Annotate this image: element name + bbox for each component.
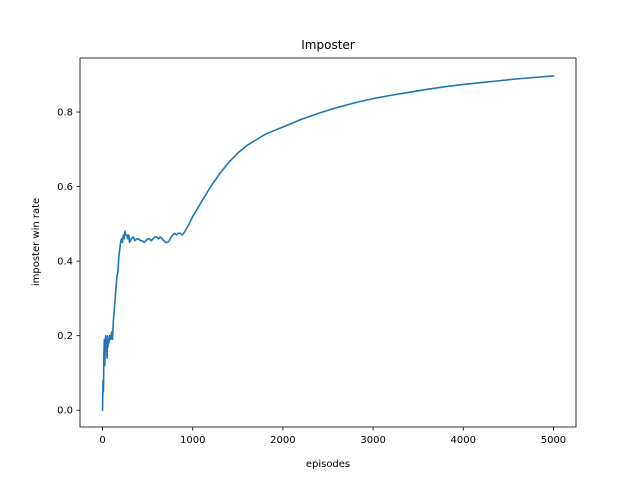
y-tick-label: 0.2: [57, 331, 73, 342]
x-tick-label: 4000: [451, 435, 476, 446]
x-axis: 0 1000 2000 3000 4000 5000: [99, 427, 566, 446]
y-tick-label: 0.6: [57, 182, 73, 193]
y-tick-label: 0.8: [57, 108, 73, 119]
x-tick-label: 5000: [541, 435, 566, 446]
x-tick-label: 1000: [180, 435, 205, 446]
y-tick-label: 0.4: [57, 257, 73, 268]
plot-area: [79, 57, 577, 428]
y-axis: 0.0 0.2 0.4 0.6 0.8: [57, 108, 80, 417]
series-line: [101, 75, 555, 412]
axes-frame: [79, 57, 577, 428]
x-axis-label: episodes: [306, 459, 350, 470]
x-tick-label: 3000: [360, 435, 385, 446]
x-tick-label: 0: [99, 435, 105, 446]
chart-title: Imposter: [301, 38, 355, 52]
y-tick-label: 0.0: [57, 406, 73, 417]
y-axis-label: imposter win rate: [31, 198, 42, 286]
x-tick-label: 2000: [270, 435, 295, 446]
